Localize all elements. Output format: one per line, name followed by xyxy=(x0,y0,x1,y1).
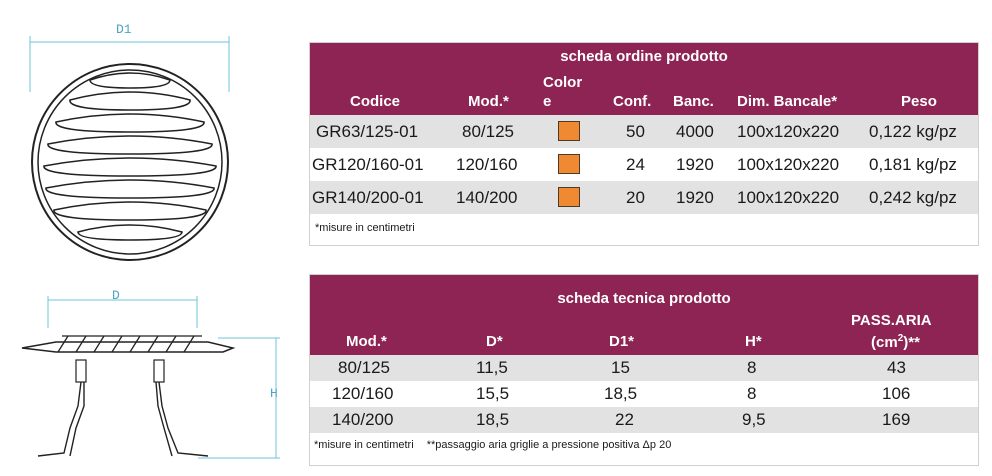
order-table-note: *misure in centimetri xyxy=(315,222,415,234)
cell-mod: 120/160 xyxy=(332,384,394,403)
col-d1: D1* xyxy=(609,333,635,350)
pass-aria-unit-a: (cm xyxy=(871,334,898,351)
cell-codice: GR63/125-01 xyxy=(316,122,419,141)
order-table: scheda ordine prodotto Codice Mod.* Colo… xyxy=(309,42,979,246)
cell-pass-aria: 169 xyxy=(882,410,911,429)
tech-table: scheda tecnica prodotto Mod.* D* D1* H* … xyxy=(309,274,979,466)
col-banc: Banc. xyxy=(673,93,714,110)
cell-d1: 22 xyxy=(615,410,634,429)
cell-dim: 100x120x220 xyxy=(737,122,840,141)
grille-side-drawing xyxy=(21,296,280,459)
cell-d1: 15 xyxy=(611,358,630,377)
col-conf: Conf. xyxy=(613,93,652,110)
col-codice: Codice xyxy=(350,93,401,110)
col-mod: Mod.* xyxy=(468,93,509,110)
cell-peso: 0,122 kg/pz xyxy=(869,122,957,141)
pass-aria-unit-b: )** xyxy=(903,334,920,351)
cell-h: 8 xyxy=(747,384,757,403)
col-peso: Peso xyxy=(901,93,937,110)
tech-table-title: scheda tecnica prodotto xyxy=(557,290,731,307)
col-pass-aria-line2: (cm2)** xyxy=(871,333,920,351)
cell-h: 8 xyxy=(747,358,757,377)
cell-banc: 1920 xyxy=(676,188,714,207)
cell-peso: 0,242 kg/pz xyxy=(869,188,957,207)
cell-d: 15,5 xyxy=(476,384,510,403)
cell-mod: 80/125 xyxy=(462,122,514,141)
col-pass-aria-line1: PASS.ARIA xyxy=(851,312,932,329)
cell-mod: 120/160 xyxy=(456,155,518,174)
cell-codice: GR140/200-01 xyxy=(312,188,424,207)
pass-aria-unit-sup: 2 xyxy=(897,333,904,344)
cell-mod: 140/200 xyxy=(332,410,394,429)
cell-h: 9,5 xyxy=(742,410,766,429)
cell-banc: 4000 xyxy=(676,122,714,141)
cell-peso: 0,181 kg/pz xyxy=(869,155,957,174)
order-table-header: scheda ordine prodotto Codice Mod.* Colo… xyxy=(310,43,978,115)
table-row: GR140/200-01 140/200 20 1920 100x120x220… xyxy=(310,181,978,214)
cell-conf: 20 xyxy=(626,188,645,207)
cell-pass-aria: 106 xyxy=(882,384,911,403)
tech-table-note: *misure in centimetri **passaggio aria g… xyxy=(314,439,982,451)
cell-mod: 80/125 xyxy=(338,358,390,377)
tech-note-1: *misure in centimetri xyxy=(314,439,414,451)
cell-d: 11,5 xyxy=(476,358,508,377)
table-row: 120/160 15,5 18,5 8 106 xyxy=(310,381,978,407)
col-colore-line1: Color xyxy=(543,74,583,91)
cell-dim: 100x120x220 xyxy=(737,188,840,207)
tech-table-header: scheda tecnica prodotto Mod.* D* D1* H* … xyxy=(310,275,978,355)
color-swatch xyxy=(558,187,580,207)
color-swatch xyxy=(558,154,580,174)
cell-banc: 1920 xyxy=(676,155,714,174)
cell-codice: GR120/160-01 xyxy=(312,155,424,174)
cell-mod: 140/200 xyxy=(456,188,518,207)
col-h: H* xyxy=(745,333,762,350)
tech-note-2: **passaggio aria griglie a pressione pos… xyxy=(426,439,672,451)
cell-dim: 100x120x220 xyxy=(737,155,840,174)
col-d: D* xyxy=(486,333,503,350)
col-mod: Mod.* xyxy=(346,333,387,350)
order-table-title: scheda ordine prodotto xyxy=(560,48,728,65)
cell-d1: 18,5 xyxy=(604,384,638,403)
grille-front-drawing xyxy=(29,36,230,261)
col-dim-bancale: Dim. Bancale* xyxy=(737,93,838,110)
cell-conf: 50 xyxy=(626,122,645,141)
table-row: 80/125 11,5 15 8 43 xyxy=(310,355,978,381)
cell-d: 18,5 xyxy=(476,410,510,429)
d1-dimension-label: D1 xyxy=(116,22,132,37)
cell-conf: 24 xyxy=(626,155,645,174)
d-dimension-label: D xyxy=(112,288,120,303)
color-swatch xyxy=(558,121,580,141)
table-row: GR120/160-01 120/160 24 1920 100x120x220… xyxy=(310,148,978,181)
col-colore-line2: e xyxy=(543,93,552,110)
table-row: 140/200 18,5 22 9,5 169 xyxy=(310,407,978,433)
cell-pass-aria: 43 xyxy=(887,358,906,377)
h-dimension-label: H xyxy=(270,386,278,401)
table-row: GR63/125-01 80/125 50 4000 100x120x220 0… xyxy=(310,115,978,148)
